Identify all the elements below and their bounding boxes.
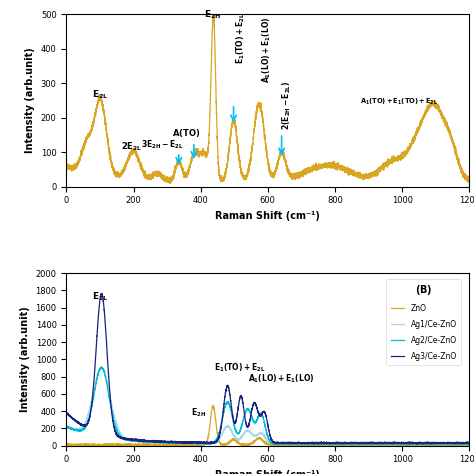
Text: $\bf{E_{2L}}$: $\bf{E_{2L}}$: [92, 89, 109, 101]
Ag3/Ce-ZnO: [216, 435, 221, 441]
Ag2/Ce-ZnO: [99, 365, 105, 370]
Ag1/Ce-ZnO: [157, 438, 163, 444]
Text: $\bf{E_1(TO)+E_{2L}}$: $\bf{E_1(TO)+E_{2L}}$: [235, 13, 247, 64]
Text: $\bf{E_{2L}}$: $\bf{E_{2L}}$: [91, 291, 108, 303]
Ag1/Ce-ZnO: [162, 439, 167, 445]
Ag1/Ce-ZnO: [216, 437, 221, 443]
ZnO: [162, 442, 167, 447]
Ag2/Ce-ZnO: [216, 433, 221, 438]
Ag2/Ce-ZnO: [466, 441, 472, 447]
Ag3/Ce-ZnO: [157, 438, 163, 444]
Ag3/Ce-ZnO: [463, 440, 469, 446]
ZnO: [157, 442, 163, 448]
Line: ZnO: ZnO: [67, 406, 469, 446]
Text: $\bf{A_1(LO)+E_1(LO)}$: $\bf{A_1(LO)+E_1(LO)}$: [260, 17, 273, 83]
Ag1/Ce-ZnO: [332, 442, 337, 448]
ZnO: [89, 443, 95, 448]
Line: Ag2/Ce-ZnO: Ag2/Ce-ZnO: [67, 367, 469, 445]
Text: $\bf{2(E_{2H}-E_{2L})}$: $\bf{2(E_{2H}-E_{2L})}$: [281, 81, 293, 130]
ZnO: [210, 403, 216, 409]
Line: Ag1/Ce-ZnO: Ag1/Ce-ZnO: [67, 367, 469, 445]
Ag1/Ce-ZnO: [466, 441, 472, 447]
Ag2/Ce-ZnO: [160, 439, 165, 445]
Ag1/Ce-ZnO: [160, 439, 165, 445]
ZnO: [216, 437, 221, 443]
Ag2/Ce-ZnO: [64, 424, 70, 430]
Text: $\bf{E_1(TO)+E_{2L}}$: $\bf{E_1(TO)+E_{2L}}$: [214, 362, 265, 374]
Ag3/Ce-ZnO: [466, 440, 472, 446]
ZnO: [160, 442, 165, 447]
Ag3/Ce-ZnO: [414, 441, 420, 447]
X-axis label: Raman Shift (cm⁻¹): Raman Shift (cm⁻¹): [215, 211, 320, 221]
Ag2/Ce-ZnO: [463, 442, 469, 447]
Text: $\bf{E_{2H}}$: $\bf{E_{2H}}$: [204, 9, 222, 21]
Text: $\bf{A(TO)}$: $\bf{A(TO)}$: [172, 127, 201, 139]
Ag1/Ce-ZnO: [463, 440, 469, 446]
Ag2/Ce-ZnO: [162, 439, 167, 445]
Ag3/Ce-ZnO: [244, 423, 250, 429]
Text: $\bf{A_1(TO)+E_1(TO)+E_{2L}}$: $\bf{A_1(TO)+E_1(TO)+E_{2L}}$: [360, 97, 438, 108]
Ag1/Ce-ZnO: [244, 428, 250, 434]
Ag2/Ce-ZnO: [157, 439, 163, 445]
Ag2/Ce-ZnO: [244, 406, 250, 412]
Ag3/Ce-ZnO: [99, 291, 104, 296]
Y-axis label: Intensity (arb.unit): Intensity (arb.unit): [25, 47, 35, 154]
Ag1/Ce-ZnO: [64, 424, 70, 429]
Text: $\bf{3E_{2H}-E_{2L}}$: $\bf{3E_{2H}-E_{2L}}$: [141, 138, 183, 151]
Ag3/Ce-ZnO: [162, 439, 167, 445]
ZnO: [245, 442, 250, 447]
Legend: ZnO, Ag1/Ce-ZnO, Ag2/Ce-ZnO, Ag3/Ce-ZnO: ZnO, Ag1/Ce-ZnO, Ag2/Ce-ZnO, Ag3/Ce-ZnO: [386, 279, 461, 365]
Line: Ag3/Ce-ZnO: Ag3/Ce-ZnO: [67, 293, 469, 444]
ZnO: [463, 442, 469, 447]
X-axis label: Raman Shift (cm⁻¹): Raman Shift (cm⁻¹): [215, 470, 320, 474]
Y-axis label: Intensity (arb.unit): Intensity (arb.unit): [20, 306, 30, 412]
Ag3/Ce-ZnO: [64, 410, 70, 416]
Ag3/Ce-ZnO: [160, 439, 165, 445]
ZnO: [466, 442, 472, 448]
Ag2/Ce-ZnO: [434, 442, 439, 448]
Text: $\bf{E_{2H}}$: $\bf{E_{2H}}$: [191, 407, 207, 419]
Text: $\bf{A_1(LO)+E_1(LO)}$: $\bf{A_1(LO)+E_1(LO)}$: [247, 373, 314, 385]
ZnO: [64, 442, 70, 448]
Text: $\bf{2E_{2L}}$: $\bf{2E_{2L}}$: [121, 140, 143, 153]
Ag1/Ce-ZnO: [99, 365, 104, 370]
